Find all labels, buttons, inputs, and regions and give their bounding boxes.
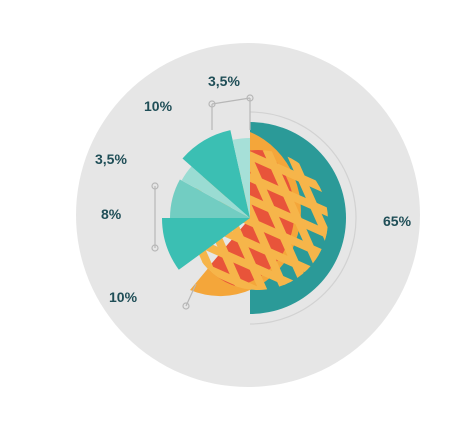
marker-dot-3 bbox=[151, 182, 159, 190]
label-10-bottom: 10% bbox=[109, 289, 138, 305]
slice-3-5-lower bbox=[181, 166, 250, 218]
marker-dot-2 bbox=[246, 94, 254, 102]
marker-dot-5 bbox=[182, 302, 190, 310]
marker-dot-1 bbox=[208, 100, 216, 108]
marker-line-bottom bbox=[185, 283, 197, 307]
marker-line-top bbox=[211, 97, 251, 105]
label-8: 8% bbox=[101, 206, 122, 222]
slice-10-top bbox=[182, 130, 250, 218]
marker-lines bbox=[151, 94, 254, 310]
label-10-top: 10% bbox=[144, 98, 173, 114]
label-3-5-top: 3,5% bbox=[208, 73, 240, 89]
label-3-5-lower: 3,5% bbox=[95, 151, 127, 167]
slice-10-bottom bbox=[162, 218, 250, 270]
slices bbox=[162, 130, 250, 270]
guide-arc bbox=[249, 111, 357, 325]
slice-8 bbox=[170, 179, 250, 218]
lattice-strip bbox=[276, 150, 328, 290]
marker-dot-4 bbox=[151, 244, 159, 252]
label-65: 65% bbox=[383, 213, 412, 229]
slice-3-5-top bbox=[232, 138, 250, 218]
